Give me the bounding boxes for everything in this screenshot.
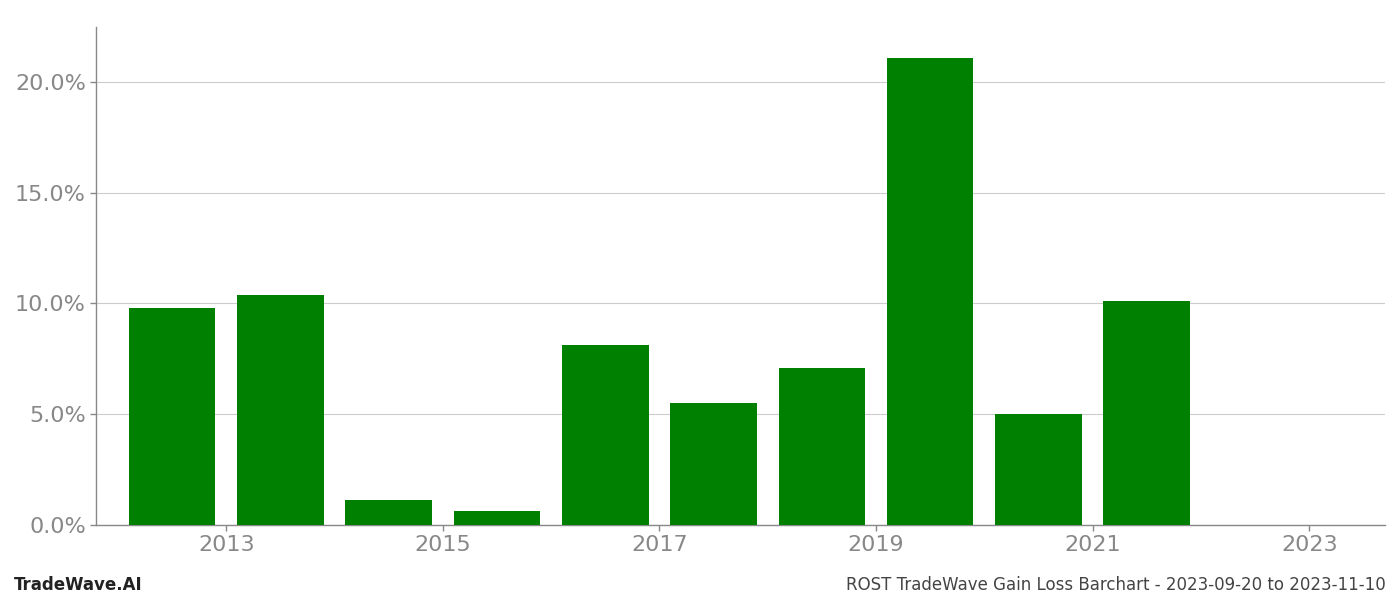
Text: ROST TradeWave Gain Loss Barchart - 2023-09-20 to 2023-11-10: ROST TradeWave Gain Loss Barchart - 2023… [846,576,1386,594]
Bar [454,511,540,524]
Bar [346,500,433,524]
Bar [237,295,323,524]
Bar [129,308,216,524]
Bar [671,403,757,524]
Bar [778,368,865,524]
Bar [1103,301,1190,524]
Text: TradeWave.AI: TradeWave.AI [14,576,143,594]
Bar [561,346,648,524]
Bar [886,58,973,524]
Bar [995,414,1082,524]
